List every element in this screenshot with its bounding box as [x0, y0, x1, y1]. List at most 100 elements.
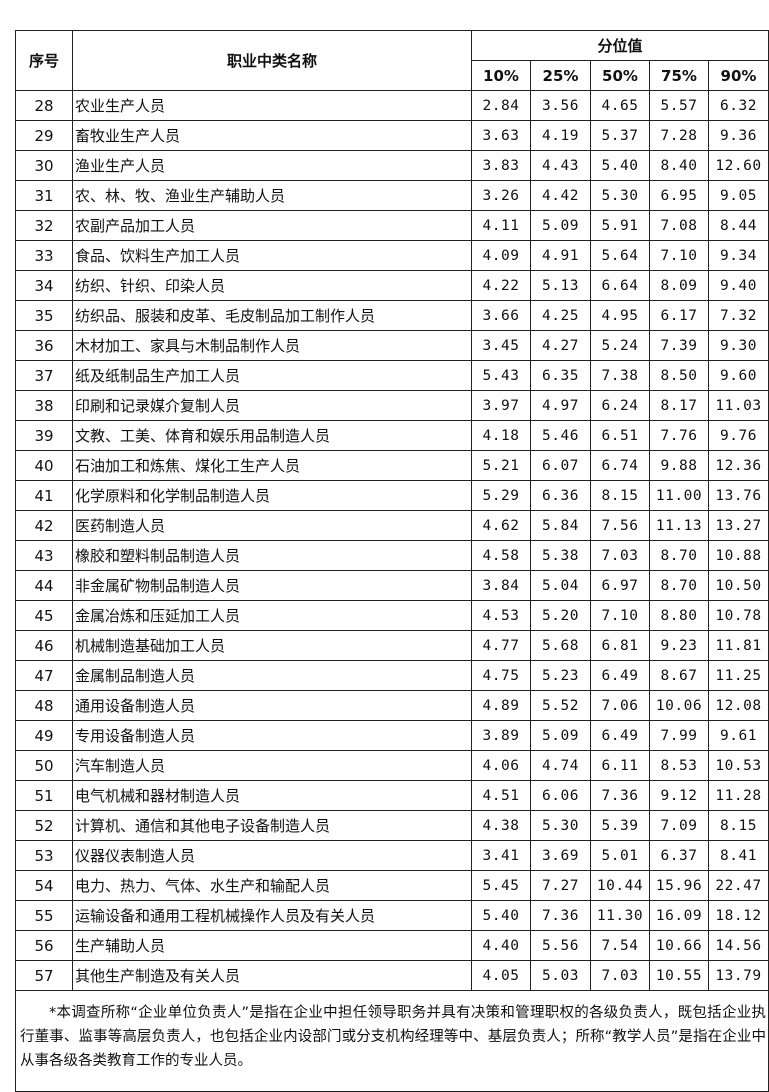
row-value-25pct: 5.09 [530, 720, 591, 751]
row-value-75pct: 7.76 [649, 420, 709, 451]
row-value-10pct: 3.89 [471, 720, 531, 751]
row-occupation-name: 农副产品加工人员 [72, 210, 472, 241]
table-row: 41 化学原料和化学制品制造人员 5.29 6.36 8.15 11.00 13.76 [15, 480, 769, 511]
row-value-10pct: 3.84 [471, 570, 531, 601]
table-row: 33 食品、饮料生产加工人员 4.09 4.91 5.64 7.10 9.34 [15, 240, 769, 271]
row-occupation-name: 医药制造人员 [72, 510, 472, 541]
row-value-75pct: 10.06 [649, 690, 709, 721]
row-occupation-name: 食品、饮料生产加工人员 [72, 240, 472, 271]
row-value-50pct: 7.56 [590, 510, 650, 541]
row-seq: 55 [15, 900, 73, 931]
row-seq: 42 [15, 510, 73, 541]
row-value-10pct: 3.83 [471, 150, 531, 181]
row-seq: 41 [15, 480, 73, 511]
row-value-25pct: 4.25 [530, 300, 591, 331]
row-occupation-name: 仪器仪表制造人员 [72, 840, 472, 871]
row-seq: 30 [15, 150, 73, 181]
row-value-50pct: 5.01 [590, 840, 650, 871]
row-value-90pct: 10.50 [708, 570, 769, 601]
row-value-90pct: 12.36 [708, 450, 769, 481]
row-value-75pct: 6.37 [649, 840, 709, 871]
row-value-25pct: 5.84 [530, 510, 591, 541]
row-value-10pct: 3.63 [471, 120, 531, 151]
row-occupation-name: 通用设备制造人员 [72, 690, 472, 721]
row-value-50pct: 4.95 [590, 300, 650, 331]
row-value-75pct: 11.13 [649, 510, 709, 541]
row-value-90pct: 9.76 [708, 420, 769, 451]
header-seq: 序号 [15, 30, 73, 91]
row-value-90pct: 9.60 [708, 360, 769, 391]
row-seq: 36 [15, 330, 73, 361]
row-seq: 38 [15, 390, 73, 421]
row-seq: 29 [15, 120, 73, 151]
table-row: 45 金属冶炼和压延加工人员 4.53 5.20 7.10 8.80 10.78 [15, 600, 769, 631]
row-seq: 40 [15, 450, 73, 481]
row-value-90pct: 10.78 [708, 600, 769, 631]
row-value-10pct: 4.53 [471, 600, 531, 631]
row-value-50pct: 6.97 [590, 570, 650, 601]
row-value-90pct: 9.40 [708, 270, 769, 301]
table-row: 44 非金属矿物制品制造人员 3.84 5.04 6.97 8.70 10.50 [15, 570, 769, 601]
table-row: 31 农、林、牧、渔业生产辅助人员 3.26 4.42 5.30 6.95 9.05 [15, 180, 769, 211]
footnote-cell: *本调查所称“企业单位负责人”是指在企业中担任领导职务并具有决策和管理职权的各级… [15, 990, 769, 1092]
row-value-10pct: 5.45 [471, 870, 531, 901]
row-value-10pct: 5.29 [471, 480, 531, 511]
row-value-25pct: 5.46 [530, 420, 591, 451]
table-row: 39 文教、工美、体育和娱乐用品制造人员 4.18 5.46 6.51 7.76 9.76 [15, 420, 769, 451]
row-occupation-name: 农业生产人员 [72, 90, 472, 121]
row-occupation-name: 机械制造基础加工人员 [72, 630, 472, 661]
header-occupation-name: 职业中类名称 [72, 30, 472, 91]
row-occupation-name: 其他生产制造及有关人员 [72, 960, 472, 991]
row-value-90pct: 8.44 [708, 210, 769, 241]
row-occupation-name: 渔业生产人员 [72, 150, 472, 181]
row-value-25pct: 3.56 [530, 90, 591, 121]
row-value-50pct: 6.24 [590, 390, 650, 421]
row-value-10pct: 4.62 [471, 510, 531, 541]
row-value-50pct: 6.64 [590, 270, 650, 301]
row-value-10pct: 4.40 [471, 930, 531, 961]
wage-percentile-table: 序号 职业中类名称 分位值 10% 25% 50% 75% 90% 28 农业生产人员 2.… [15, 30, 769, 1092]
row-value-50pct: 5.37 [590, 120, 650, 151]
row-value-75pct: 7.39 [649, 330, 709, 361]
row-value-10pct: 3.41 [471, 840, 531, 871]
row-value-25pct: 4.74 [530, 750, 591, 781]
row-value-75pct: 8.09 [649, 270, 709, 301]
row-value-90pct: 22.47 [708, 870, 769, 901]
row-value-25pct: 5.20 [530, 600, 591, 631]
row-value-50pct: 6.11 [590, 750, 650, 781]
row-value-90pct: 7.32 [708, 300, 769, 331]
row-value-25pct: 3.69 [530, 840, 591, 871]
row-value-50pct: 11.30 [590, 900, 650, 931]
row-value-50pct: 7.06 [590, 690, 650, 721]
header-percentile: 10% [471, 60, 531, 91]
row-value-75pct: 7.08 [649, 210, 709, 241]
row-value-90pct: 8.41 [708, 840, 769, 871]
row-value-90pct: 9.61 [708, 720, 769, 751]
row-value-90pct: 12.08 [708, 690, 769, 721]
table-row: 29 畜牧业生产人员 3.63 4.19 5.37 7.28 9.36 [15, 120, 769, 151]
row-value-90pct: 6.32 [708, 90, 769, 121]
table-row: 46 机械制造基础加工人员 4.77 5.68 6.81 9.23 11.81 [15, 630, 769, 661]
row-occupation-name: 木材加工、家具与木制品制作人员 [72, 330, 472, 361]
row-value-50pct: 7.36 [590, 780, 650, 811]
row-value-75pct: 7.10 [649, 240, 709, 271]
row-occupation-name: 电气机械和器材制造人员 [72, 780, 472, 811]
row-value-10pct: 4.58 [471, 540, 531, 571]
row-value-10pct: 5.40 [471, 900, 531, 931]
table-row: 56 生产辅助人员 4.40 5.56 7.54 10.66 14.56 [15, 930, 769, 961]
row-value-25pct: 5.38 [530, 540, 591, 571]
row-value-50pct: 7.54 [590, 930, 650, 961]
row-value-90pct: 14.56 [708, 930, 769, 961]
table-row: 38 印刷和记录媒介复制人员 3.97 4.97 6.24 8.17 11.03 [15, 390, 769, 421]
row-value-75pct: 6.95 [649, 180, 709, 211]
table-row: 54 电力、热力、气体、水生产和输配人员 5.45 7.27 10.44 15.96 22.… [15, 870, 769, 901]
row-occupation-name: 文教、工美、体育和娱乐用品制造人员 [72, 420, 472, 451]
row-value-75pct: 8.70 [649, 540, 709, 571]
row-occupation-name: 运输设备和通用工程机械操作人员及有关人员 [72, 900, 472, 931]
row-seq: 45 [15, 600, 73, 631]
row-value-75pct: 7.28 [649, 120, 709, 151]
row-value-10pct: 2.84 [471, 90, 531, 121]
row-value-50pct: 8.15 [590, 480, 650, 511]
table-row: 51 电气机械和器材制造人员 4.51 6.06 7.36 9.12 11.28 [15, 780, 769, 811]
row-value-25pct: 5.23 [530, 660, 591, 691]
